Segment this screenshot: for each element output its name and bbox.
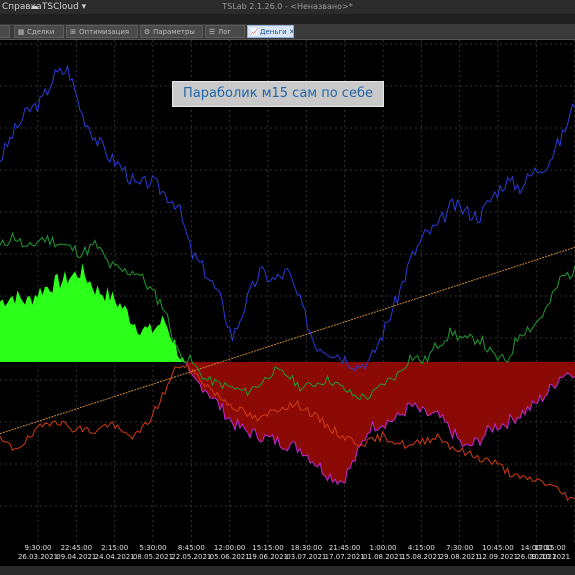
tscloud-label: TSCloud: [41, 2, 79, 12]
x-tick-label: 1:00:00 01.08.2021: [353, 544, 413, 562]
x-tick-date: 24.04.2021: [94, 553, 135, 561]
tab-deals[interactable]: ▦ Сделки: [14, 25, 64, 38]
x-tick-time: 15:15:00: [252, 544, 284, 552]
x-tick-date: 05.06.2021: [209, 553, 250, 561]
x-tick-label: 8:45:00 22.05.2021: [161, 544, 221, 562]
tab-label: Оптимизация: [79, 28, 130, 36]
x-tick-label: 2:15:00 24.04.2021: [85, 544, 145, 562]
x-tick-label: 15:15:00 19.06.2021: [238, 544, 298, 562]
chart-label: Параболик м15 сам по себе: [172, 81, 384, 107]
tab-log[interactable]: ☰ Лог: [205, 25, 245, 38]
tab-label: Лог: [218, 28, 232, 36]
tab-parameters[interactable]: ⚙ Параметры: [140, 25, 203, 38]
tab-money[interactable]: 📈Деньги ✕: [247, 25, 294, 38]
toolbar-strip: [0, 14, 575, 24]
x-tick-label: 14:00:00 26.09.2021: [506, 544, 566, 562]
x-tick-time: 4:15:00: [407, 544, 435, 552]
tscloud-menu[interactable]: ☁ TSCloud ▾: [30, 2, 87, 12]
x-tick-time: 17:15:00: [534, 544, 566, 552]
x-tick-date: 09.04.2021: [56, 553, 97, 561]
x-tick-label: 21:45:00 17.07.2021: [315, 544, 375, 562]
x-tick-time: 2:15:00: [101, 544, 129, 552]
trend-line: [0, 246, 575, 435]
x-tick-label: 5:30:00 08.05.2021: [123, 544, 183, 562]
tab-label: Деньги: [260, 28, 287, 36]
title-bar: Справка ☁ TSCloud ▾ TSLab 2.1.26.0 - <Не…: [0, 0, 575, 14]
x-tick-label: 9:30:00 26.03.2021: [8, 544, 68, 562]
gear-icon: ⚙: [143, 28, 151, 36]
blue-series-line: [0, 64, 575, 372]
x-tick-date: 01.08.2021: [362, 553, 404, 561]
x-tick-label: 18:30:00 03.07.2021: [276, 544, 336, 562]
x-tick-time: 1:00:00: [369, 544, 397, 552]
tab-label: Сделки: [27, 28, 55, 36]
x-tick-date: 15.08.2021: [401, 553, 442, 561]
status-bar: [0, 566, 575, 575]
x-tick-date: 03.07.2021: [286, 553, 327, 561]
tab-bar: ▦ Сделки ⊞ Оптимизация ⚙ Параметры ☰ Лог 📈Де…: [0, 24, 575, 40]
x-tick-time: 22:45:00: [60, 544, 93, 552]
x-tick-date: 17.07.2021: [324, 553, 365, 561]
x-tick-date: 22.05.2021: [171, 553, 212, 561]
x-tick-time: 5:30:00: [139, 544, 167, 552]
x-tick-label: 7:30:00 29.08.2021: [430, 544, 490, 562]
x-tick-time: 8:45:00: [177, 544, 205, 552]
profit-area: [0, 263, 575, 362]
x-tick-label: 12:00:00 05.06.2021: [200, 544, 260, 562]
green-series-line: [0, 231, 575, 401]
loss-edge-line: [184, 361, 575, 486]
tab-optimization[interactable]: ⊞ Оптимизация: [66, 25, 138, 38]
x-tick-time: 12:00:00: [213, 544, 246, 552]
x-tick-time: 9:30:00: [24, 544, 52, 552]
x-tick-date: 26.09.2021: [516, 553, 557, 561]
x-tick-date: 19.06.2021: [247, 553, 289, 561]
x-tick-date: 10.10.2021: [529, 553, 571, 561]
equity-chart[interactable]: [0, 40, 575, 544]
x-axis: 9:30:00 26.03.2021 22:45:00 09.04.2021 2:15:…: [0, 544, 575, 566]
cloud-icon: ☁: [30, 2, 39, 12]
x-tick-time: 21:45:00: [328, 544, 361, 552]
chart-icon: 📈: [250, 28, 259, 36]
x-tick-label: 4:15:00 15.08.2021: [391, 544, 451, 562]
loss-area: [0, 362, 575, 485]
list-icon: ☰: [208, 28, 216, 36]
x-tick-time: 14:00:00: [520, 544, 553, 552]
x-tick-date: 29.08.2021: [439, 553, 480, 561]
close-icon[interactable]: ✕: [289, 28, 293, 36]
x-tick-date: 26.03.2021: [17, 553, 59, 561]
x-tick-time: 10:45:00: [482, 544, 514, 552]
table-icon: ▦: [17, 28, 25, 36]
x-tick-date: 08.05.2021: [132, 553, 174, 561]
app-title: TSLab 2.1.26.0 - <Неназвано>*: [222, 2, 353, 11]
x-tick-label: 17:15:00 10.10.2021: [520, 544, 575, 562]
x-tick-label: 22:45:00 09.04.2021: [46, 544, 106, 562]
x-tick-time: 7:30:00: [446, 544, 474, 552]
red-series-line: [0, 363, 575, 502]
x-tick-label: 10:45:00 12.09.2021: [468, 544, 528, 562]
tab-label: Параметры: [153, 28, 195, 36]
x-tick-date: 12.09.2021: [477, 553, 519, 561]
grid-icon: ⊞: [70, 28, 76, 36]
menu-help[interactable]: Справка: [2, 2, 42, 12]
tab-overflow[interactable]: [0, 25, 10, 38]
x-tick-time: 18:30:00: [290, 544, 323, 552]
